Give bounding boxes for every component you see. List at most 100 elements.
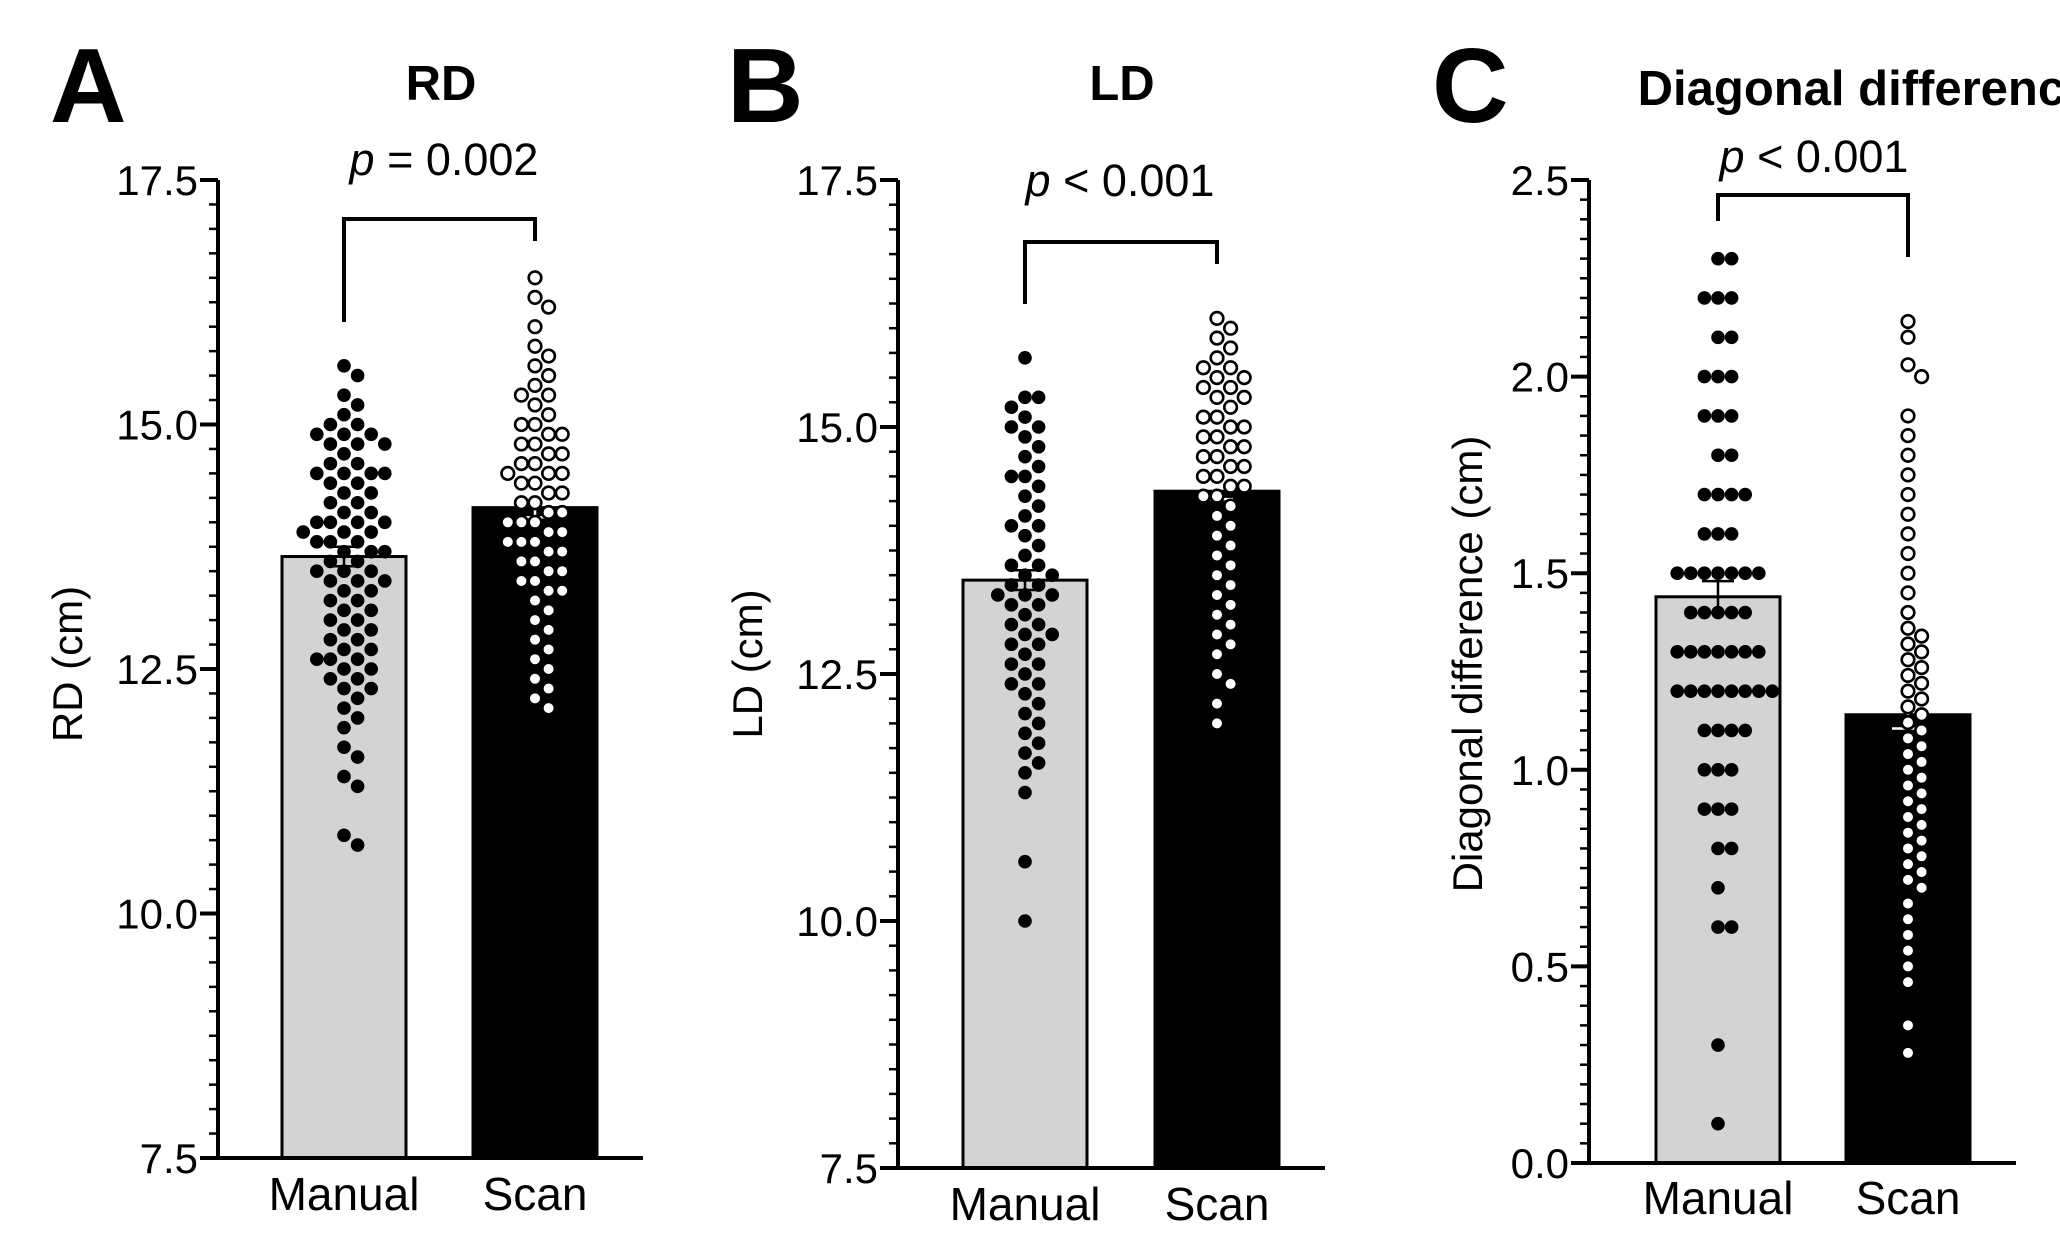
data-point — [337, 486, 351, 500]
data-point — [527, 475, 543, 491]
data-point — [310, 535, 324, 549]
data-point — [1724, 763, 1739, 777]
points-scan — [1195, 310, 1252, 732]
data-point — [1222, 616, 1239, 633]
data-point — [1900, 506, 1916, 522]
data-point — [1900, 313, 1916, 330]
data-point — [540, 661, 557, 677]
y-tick-label: 12.5 — [796, 651, 878, 698]
data-point — [1222, 676, 1239, 692]
data-point — [364, 466, 379, 481]
significance-bracket — [1716, 193, 1910, 257]
y-tick-label: 0.5 — [1511, 943, 1569, 990]
data-point — [1209, 547, 1225, 564]
data-point — [1209, 646, 1225, 662]
data-point — [1752, 684, 1766, 698]
data-point — [1711, 802, 1725, 816]
x-category-label: Scan — [483, 1168, 588, 1220]
data-point — [350, 437, 365, 451]
significance-bracket — [342, 217, 537, 322]
data-point — [1900, 825, 1916, 841]
data-point — [554, 563, 570, 579]
panel-letter: C — [1432, 27, 1509, 145]
data-point — [364, 564, 379, 579]
data-point — [1913, 659, 1930, 676]
data-point — [337, 769, 351, 784]
data-point — [540, 426, 557, 442]
data-point — [1900, 585, 1916, 601]
data-point — [1697, 605, 1712, 620]
data-point — [1900, 895, 1916, 912]
y-axis-label: RD (cm) — [44, 586, 91, 742]
data-point — [1913, 722, 1930, 739]
data-point — [1045, 627, 1059, 642]
data-point — [540, 563, 557, 579]
data-point — [527, 573, 543, 589]
data-point — [1913, 675, 1930, 691]
data-point — [513, 514, 530, 530]
data-point — [337, 583, 351, 598]
data-point — [1900, 667, 1916, 684]
data-point — [1004, 519, 1019, 533]
data-point — [1711, 1116, 1725, 1131]
data-point — [337, 642, 351, 657]
panel-b: B LD 7.5 10.0 12.5 15.0 17.5 LD (cm) Manual Scan p… — [724, 27, 1325, 1230]
data-point — [1018, 489, 1032, 503]
x-category-label: Scan — [1165, 1178, 1270, 1230]
data-point — [1711, 291, 1725, 305]
data-point — [1018, 914, 1032, 928]
data-point — [337, 505, 351, 520]
data-point — [310, 652, 324, 667]
data-point — [1236, 389, 1252, 405]
data-point — [1195, 360, 1211, 376]
data-point — [1913, 369, 1930, 385]
data-point — [1222, 379, 1239, 396]
data-point — [513, 475, 530, 491]
data-point — [1711, 684, 1725, 698]
data-point — [1913, 628, 1930, 644]
data-point — [1195, 379, 1211, 396]
data-point — [1045, 568, 1059, 583]
data-point — [554, 446, 570, 462]
data-point — [1209, 715, 1225, 732]
data-point — [554, 465, 570, 482]
data-point — [364, 486, 379, 500]
data-point — [378, 515, 392, 530]
data-point — [1711, 1038, 1725, 1052]
data-point — [540, 485, 557, 501]
data-point — [1724, 251, 1739, 266]
data-point — [323, 652, 338, 667]
data-point — [1697, 487, 1712, 502]
data-point — [1900, 1045, 1916, 1061]
data-point — [1765, 684, 1780, 698]
data-point — [323, 417, 338, 432]
data-point — [1222, 478, 1239, 494]
data-point — [1913, 644, 1930, 660]
data-point — [1031, 637, 1046, 652]
data-point — [527, 456, 543, 472]
data-point — [1913, 738, 1930, 754]
data-point — [1697, 802, 1712, 816]
data-point — [1900, 856, 1916, 872]
y-tick-label: 1.0 — [1511, 747, 1569, 794]
data-point — [350, 456, 365, 471]
data-point — [513, 495, 530, 511]
y-tick-label: 0.0 — [1511, 1140, 1569, 1187]
p-value-text: < 0.001 — [1745, 131, 1909, 182]
data-point — [513, 534, 530, 550]
data-point — [323, 671, 338, 686]
data-point — [1045, 588, 1059, 602]
data-point — [527, 592, 543, 609]
data-point — [1900, 683, 1916, 699]
data-point — [1684, 605, 1698, 620]
data-point — [1222, 320, 1239, 336]
data-point — [1209, 468, 1225, 485]
data-point — [540, 348, 557, 364]
data-point — [1031, 499, 1046, 513]
y-tick-label: 10.0 — [116, 891, 198, 938]
data-point — [1900, 911, 1916, 927]
data-point — [1222, 439, 1239, 455]
data-point — [1031, 617, 1046, 632]
data-point — [1222, 498, 1239, 514]
